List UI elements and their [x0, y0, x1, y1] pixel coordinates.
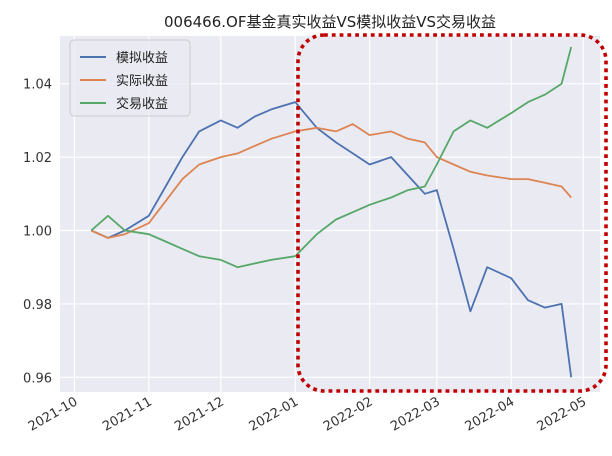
x-tick-label: 2022-03 [388, 394, 443, 434]
series-lines [90, 46, 573, 378]
x-tick-label: 2022-05 [535, 394, 590, 434]
series-line-1 [90, 123, 572, 239]
legend-label-2: 交易收益 [116, 96, 168, 112]
y-tick-label: 1.00 [23, 225, 52, 240]
legend-label-1: 实际收益 [116, 74, 168, 89]
highlight-box [296, 33, 608, 393]
legend: 模拟收益 实际收益 交易收益 [69, 39, 191, 117]
y-tick-label: 0.96 [23, 371, 52, 386]
series-line-0 [90, 101, 573, 378]
legend-box [69, 39, 191, 117]
x-tick-label: 2021-11 [100, 394, 155, 434]
y-tick-label: 1.04 [23, 78, 52, 93]
y-ticks: 0.96 0.98 1.00 1.02 1.04 [23, 78, 52, 387]
y-tick-label: 0.98 [23, 298, 52, 313]
x-tick-label: 2021-12 [172, 394, 227, 434]
x-tick-label: 2022-02 [321, 394, 376, 434]
x-tick-label: 2022-04 [463, 394, 518, 434]
grid [60, 36, 600, 392]
x-ticks: 2021-10 2021-11 2021-12 2022-01 2022-02 2022-… [26, 394, 589, 434]
x-tick-label: 2022-01 [247, 394, 302, 434]
x-tick-label: 2021-10 [26, 394, 81, 434]
series-line-2 [90, 46, 573, 269]
chart-title: 006466.OF基金真实收益VS模拟收益VS交易收益 [164, 13, 496, 31]
legend-label-0: 模拟收益 [116, 51, 168, 66]
y-tick-label: 1.02 [23, 151, 52, 166]
